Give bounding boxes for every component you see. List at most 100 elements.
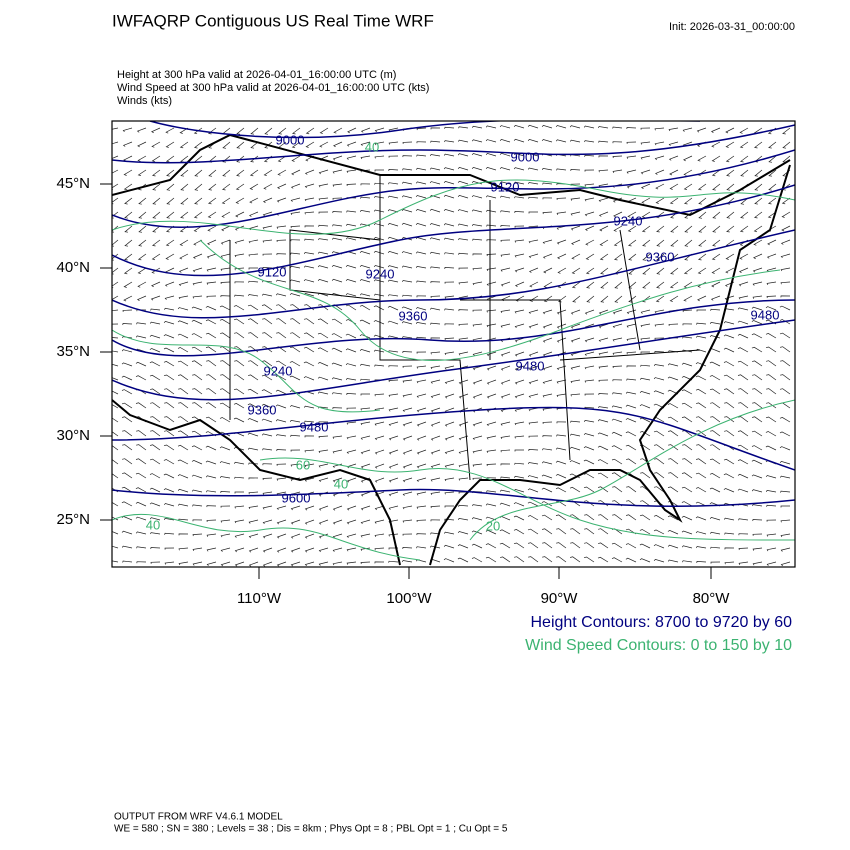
wind-barb (458, 323, 469, 326)
wind-barb (583, 420, 595, 423)
wind-barb (614, 295, 623, 303)
wind-barb (276, 533, 287, 539)
wind-barb (402, 547, 413, 549)
wind-barb (222, 155, 231, 163)
wind-barb (486, 281, 497, 286)
wind-barb (416, 533, 427, 536)
wind-barb (248, 477, 259, 480)
wind-barb (332, 533, 343, 539)
wind-barb (112, 350, 119, 353)
wind-barb (444, 365, 455, 370)
wind-barb (513, 138, 525, 143)
wind-barb (457, 167, 469, 171)
wind-barb (569, 125, 581, 129)
wind-barb (177, 459, 189, 465)
wind-barb (444, 308, 455, 311)
wind-barb (780, 533, 791, 538)
wind-barb (262, 253, 273, 256)
wind-barb (684, 239, 693, 247)
wind-barb (416, 379, 427, 384)
wind-barb (220, 239, 231, 245)
wind-barb (752, 504, 763, 507)
wind-barb (137, 267, 147, 275)
wind-barb (754, 197, 763, 205)
wind-barb (402, 280, 413, 283)
wind-barb (513, 542, 525, 549)
wind-barb (570, 323, 581, 329)
wind-barb (290, 225, 301, 229)
wind-barb (556, 379, 567, 384)
wind-barb (444, 237, 455, 241)
wind-barb (528, 435, 539, 438)
wind-barb (345, 304, 357, 311)
wind-barb (123, 183, 133, 191)
wind-barb (194, 169, 203, 177)
wind-barb (151, 141, 161, 148)
wind-barb (669, 169, 679, 176)
wind-barb (234, 547, 245, 553)
wind-barb (683, 155, 693, 162)
wind-barb (667, 515, 679, 521)
wind-barb (402, 421, 413, 427)
wind-barb (360, 378, 371, 381)
wind-barb (486, 253, 497, 257)
wind-barb (499, 167, 511, 171)
wind-barb (374, 421, 385, 426)
wind-barb (586, 295, 595, 303)
wind-barb (739, 141, 749, 149)
wind-barb (542, 351, 553, 357)
wind-barb (359, 265, 371, 269)
wind-barb (682, 560, 693, 563)
height-label: 9480 (300, 419, 329, 434)
wind-barb (346, 519, 357, 525)
wind-barb (752, 281, 763, 286)
wind-barb (165, 127, 175, 134)
wind-barb (401, 321, 413, 325)
wind-barb (541, 474, 553, 479)
wind-barb (654, 169, 665, 175)
wind-barb (262, 561, 273, 567)
wind-barb (360, 505, 371, 511)
wind-barb (640, 155, 651, 160)
wind-barb (600, 267, 609, 275)
wind-barb (458, 351, 469, 356)
wind-barb (149, 473, 161, 479)
wind-barb (248, 267, 258, 270)
wind-barb (248, 360, 259, 367)
wind-barb (415, 181, 427, 185)
wind-barb (656, 239, 665, 247)
wind-barb (112, 225, 119, 233)
wind-barb (683, 169, 693, 176)
wind-barb (443, 558, 455, 563)
wind-barb (639, 404, 651, 409)
wind-barb (472, 477, 483, 480)
wind-barb (458, 139, 469, 143)
wind-barb (136, 561, 147, 564)
wind-barb (374, 491, 385, 497)
wind-barb (754, 183, 763, 191)
wind-barb (557, 253, 567, 260)
wind-barb (570, 351, 581, 357)
wind-barb (177, 320, 189, 325)
wind-barb (598, 309, 609, 315)
wind-barb (541, 168, 553, 171)
wind-barb (723, 361, 735, 367)
wind-barb (513, 125, 525, 129)
wind-barb (402, 463, 413, 469)
wind-barb (360, 435, 371, 440)
field-line: Winds (kts) (117, 95, 172, 107)
wind-barb (360, 363, 371, 367)
wind-barb (641, 197, 651, 204)
wind-barb (500, 463, 511, 466)
wind-barb (584, 169, 595, 172)
wind-barb (317, 279, 329, 283)
wind-barb (192, 519, 203, 522)
wind-barb (387, 223, 399, 227)
wind-barb (332, 183, 343, 187)
wind-barb (121, 501, 133, 507)
wind-barb (584, 379, 595, 383)
wind-barb (276, 434, 287, 437)
wind-barb (486, 267, 497, 271)
wind-barb (586, 281, 595, 289)
wind-barb (500, 435, 511, 439)
